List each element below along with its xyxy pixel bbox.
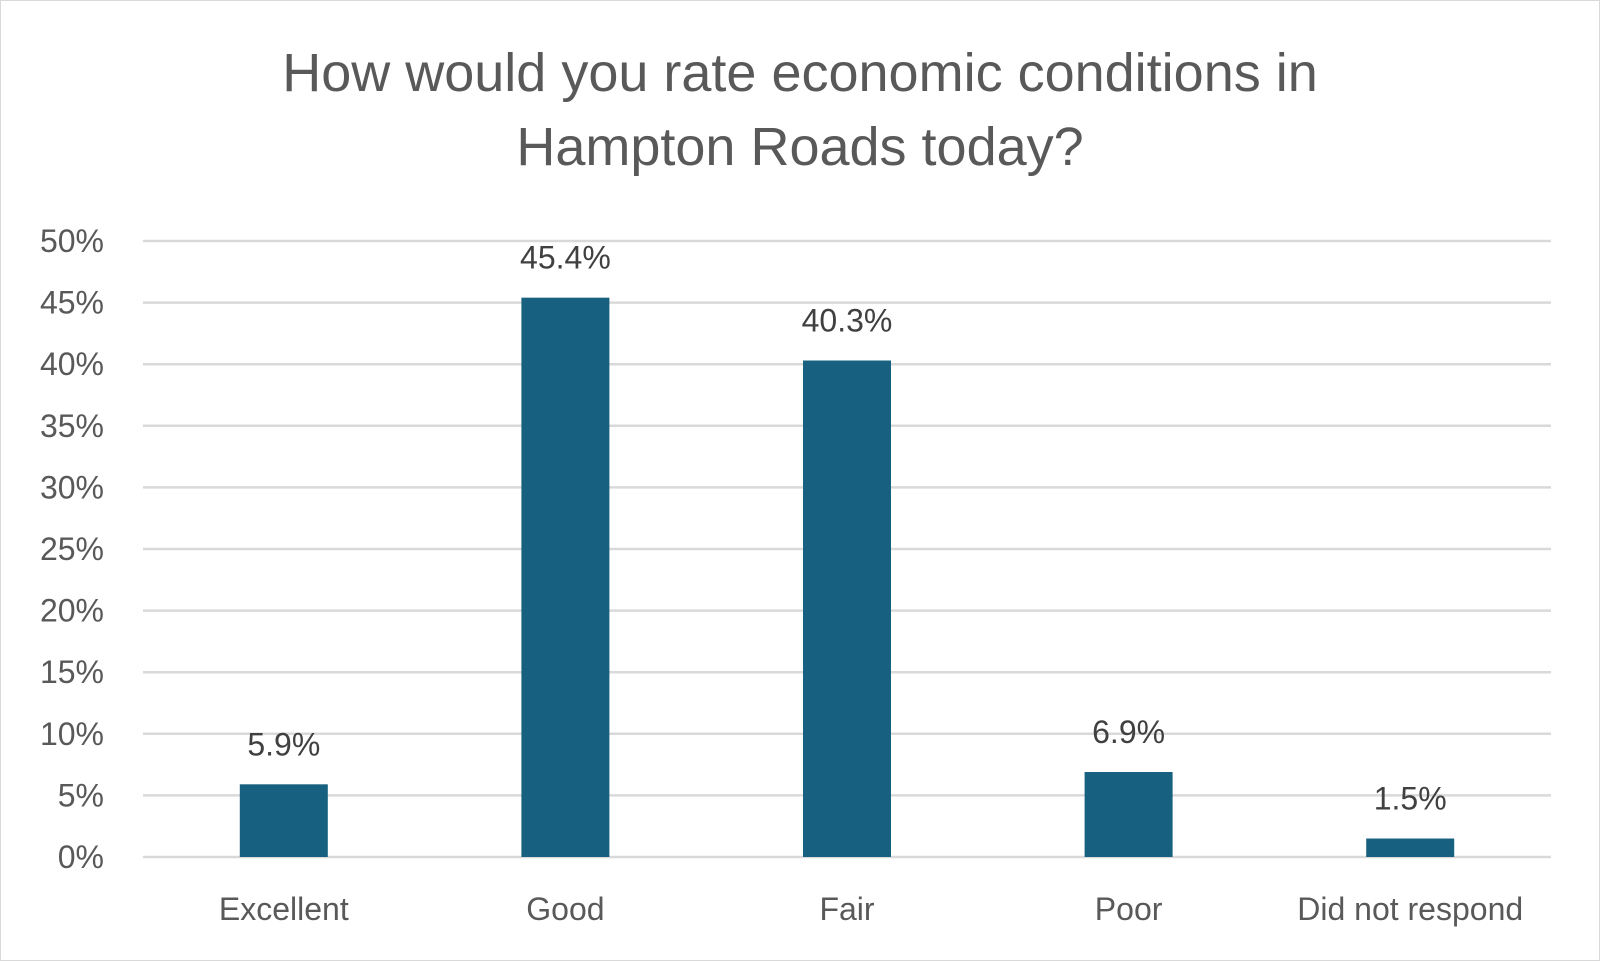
bars — [239, 297, 1455, 857]
y-tick-label: 35% — [40, 408, 104, 444]
y-tick-label: 20% — [40, 593, 104, 629]
x-tick-label: Poor — [1095, 891, 1163, 927]
bar-good — [521, 297, 610, 857]
y-axis: 0% 5% 10% 15% 20% 25% 30% 35% 40% 45% 50% — [40, 223, 104, 875]
y-tick-label: 50% — [40, 223, 104, 259]
chart-title: How would you rate economic conditions i… — [0, 36, 1600, 184]
bar-poor — [1084, 771, 1173, 857]
y-tick-label: 0% — [58, 839, 104, 875]
x-tick-label: Did not respond — [1297, 891, 1523, 927]
y-tick-label: 40% — [40, 346, 104, 382]
data-label: 6.9% — [1092, 714, 1165, 750]
data-label: 5.9% — [247, 726, 320, 762]
data-label: 45.4% — [520, 240, 611, 276]
x-tick-label: Fair — [819, 891, 874, 927]
y-tick-label: 5% — [58, 777, 104, 813]
chart-title-line-2: Hampton Roads today? — [516, 117, 1084, 177]
bar-excellent — [239, 784, 328, 857]
y-tick-label: 45% — [40, 285, 104, 321]
y-tick-label: 25% — [40, 531, 104, 567]
bar-did-not-respond — [1366, 838, 1455, 857]
data-label: 40.3% — [802, 303, 893, 339]
x-axis: Excellent Good Fair Poor Did not respond — [219, 891, 1523, 927]
x-tick-label: Excellent — [219, 891, 349, 927]
chart-title-line-1: How would you rate economic conditions i… — [282, 43, 1318, 103]
data-labels: 5.9% 45.4% 40.3% 6.9% 1.5% — [247, 240, 1446, 817]
y-tick-label: 15% — [40, 654, 104, 690]
data-label: 1.5% — [1374, 781, 1447, 817]
x-tick-label: Good — [526, 891, 604, 927]
y-tick-label: 30% — [40, 469, 104, 505]
y-tick-label: 10% — [40, 716, 104, 752]
bar-fair — [803, 360, 891, 857]
